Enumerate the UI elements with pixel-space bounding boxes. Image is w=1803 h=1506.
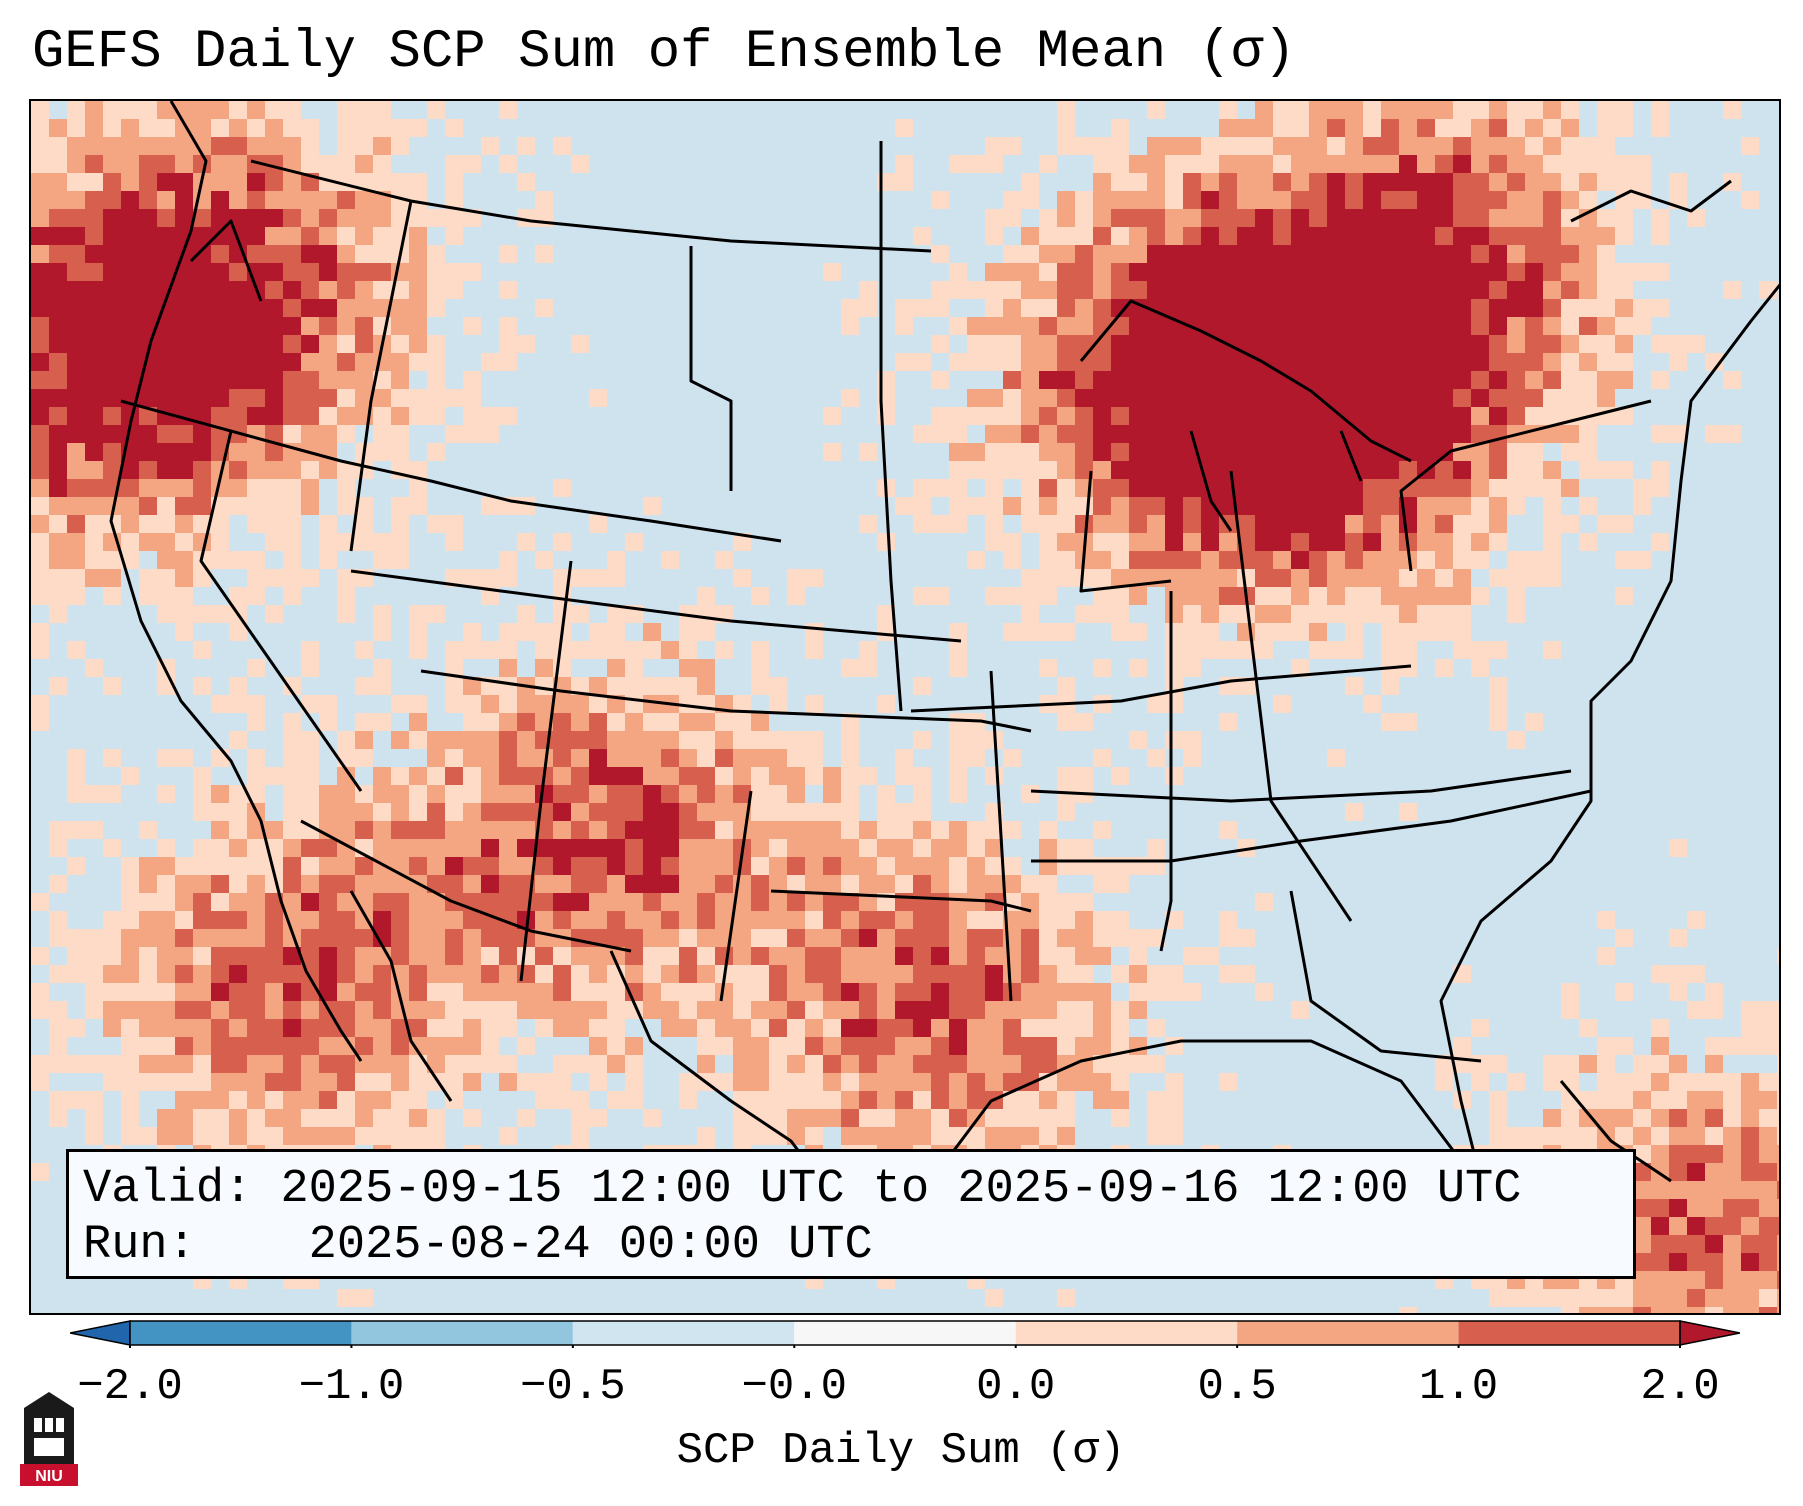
run-label: Run:	[83, 1219, 196, 1272]
run-value: 2025-08-24 00:00 UTC	[308, 1219, 873, 1272]
colorbar-label: SCP Daily Sum (σ)	[676, 1426, 1126, 1476]
colorbar-segment	[1458, 1321, 1680, 1345]
colorbar-tick-label: 2.0	[1640, 1362, 1720, 1412]
svg-text:NIU: NIU	[35, 1468, 63, 1485]
colorbar-segment	[572, 1321, 795, 1345]
colorbar-segment	[351, 1321, 573, 1345]
colorbar-segment	[794, 1321, 1016, 1345]
validity-info-box: Valid: 2025-09-15 12:00 UTC to 2025-09-1…	[66, 1149, 1636, 1279]
colorbar-tick-label: −2.0	[77, 1362, 183, 1412]
colorbar-segment	[1015, 1321, 1238, 1345]
colorbar-under-extend	[70, 1320, 131, 1346]
colorbar-tick-label: −0.0	[741, 1362, 848, 1412]
colorbar-tick-label: −1.0	[298, 1362, 405, 1412]
scp-anomaly-cells	[31, 101, 1779, 1313]
colorbar-tick-label: 1.0	[1418, 1362, 1499, 1412]
colorbar	[70, 1320, 1740, 1348]
map-panel	[29, 99, 1781, 1315]
colorbar-tick-label: −0.5	[520, 1362, 626, 1412]
valid-label: Valid:	[83, 1163, 253, 1216]
map-title: GEFS Daily SCP Sum of Ensemble Mean (σ)	[32, 22, 1296, 83]
colorbar-tick-label: 0.0	[976, 1362, 1056, 1412]
niu-logo-icon: NIU	[20, 1392, 78, 1486]
valid-value: 2025-09-15 12:00 UTC to 2025-09-16 12:00…	[280, 1163, 1522, 1216]
colorbar-over-extend	[1679, 1320, 1740, 1346]
colorbar-segment	[1237, 1321, 1459, 1345]
colorbar-tick-label: 0.5	[1197, 1362, 1277, 1412]
colorbar-segment	[130, 1321, 352, 1345]
state-borders	[109, 101, 1779, 1273]
map-canvas	[31, 101, 1779, 1313]
